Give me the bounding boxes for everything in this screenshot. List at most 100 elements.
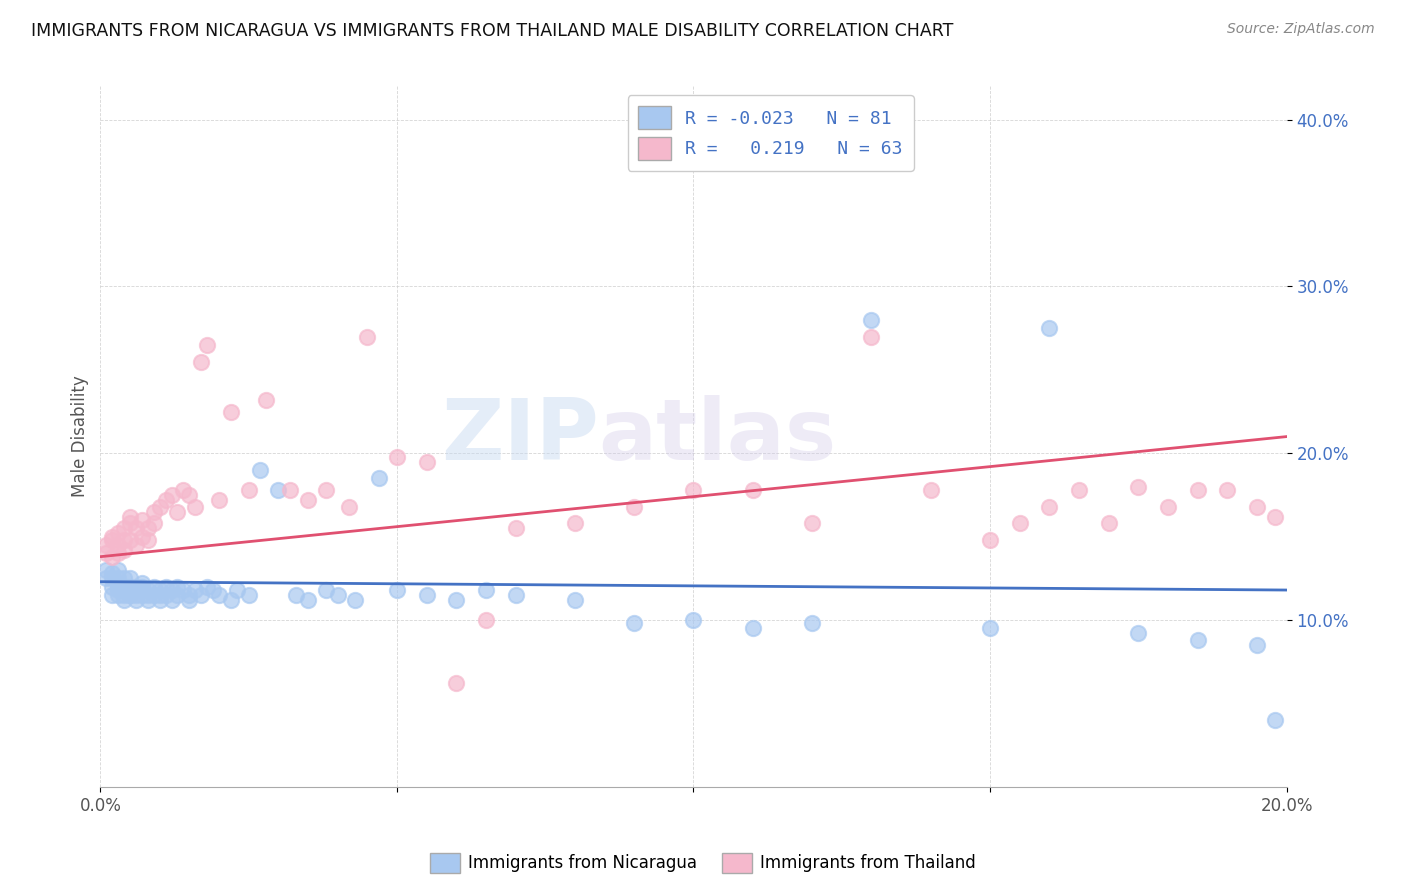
Point [860,329,883,343]
Point [238,588,260,602]
Point [107,582,129,597]
Point [112,543,135,558]
Point [131,530,153,544]
Point [101,588,124,602]
Legend: Immigrants from Nicaragua, Immigrants from Thailand: Immigrants from Nicaragua, Immigrants fr… [423,847,983,880]
Point [112,580,135,594]
Point [249,463,271,477]
Point [136,588,159,602]
Point [107,571,129,585]
Point [801,516,824,531]
Point [118,533,141,547]
Point [1008,516,1031,531]
Point [278,483,301,497]
Point [195,580,218,594]
Point [682,613,704,627]
Point [149,500,172,514]
Point [297,493,319,508]
Point [1187,483,1209,497]
Y-axis label: Male Disability: Male Disability [72,376,89,498]
Point [107,538,129,552]
Point [107,580,129,594]
Point [118,588,141,602]
Point [142,580,165,594]
Point [202,582,225,597]
Point [172,483,194,497]
Point [368,471,391,485]
Point [179,588,201,602]
Point [326,588,349,602]
Point [125,538,148,552]
Point [505,588,527,602]
Point [1098,516,1121,531]
Point [112,582,135,597]
Point [118,571,141,585]
Point [136,521,159,535]
Point [155,580,177,594]
Point [136,593,159,607]
Point [179,488,201,502]
Point [1187,633,1209,648]
Point [267,483,290,497]
Point [118,580,141,594]
Point [160,488,183,502]
Point [979,621,1001,635]
Point [131,582,153,597]
Point [184,500,207,514]
Point [285,588,308,602]
Point [142,516,165,531]
Point [118,582,141,597]
Point [107,526,129,541]
Point [415,455,437,469]
Point [444,593,467,607]
Point [107,563,129,577]
Point [356,329,378,343]
Point [1246,500,1268,514]
Point [101,580,124,594]
Point [254,392,277,407]
Point [741,483,763,497]
Point [208,588,231,602]
Point [136,582,159,597]
Point [136,533,159,547]
Point [149,582,172,597]
Point [1157,500,1180,514]
Point [344,593,367,607]
Point [415,588,437,602]
Point [101,566,124,581]
Point [1038,500,1060,514]
Point [96,538,118,552]
Point [112,521,135,535]
Point [190,588,212,602]
Point [385,582,408,597]
Point [118,588,141,602]
Point [149,593,172,607]
Point [339,500,361,514]
Point [118,582,141,597]
Point [101,533,124,547]
Point [166,588,188,602]
Point [184,582,207,597]
Point [179,593,201,607]
Point [1038,321,1060,335]
Point [208,493,231,508]
Point [142,505,165,519]
Point [107,588,129,602]
Point [315,582,337,597]
Point [190,354,212,368]
Point [475,582,498,597]
Point [1216,483,1239,497]
Point [125,521,148,535]
Point [112,571,135,585]
Point [219,593,242,607]
Point [131,513,153,527]
Point [125,588,148,602]
Point [1264,713,1286,727]
Point [1067,483,1090,497]
Text: Source: ZipAtlas.com: Source: ZipAtlas.com [1227,22,1375,37]
Point [860,313,883,327]
Point [160,593,183,607]
Point [219,404,242,418]
Point [238,483,260,497]
Text: ZIP: ZIP [441,395,599,478]
